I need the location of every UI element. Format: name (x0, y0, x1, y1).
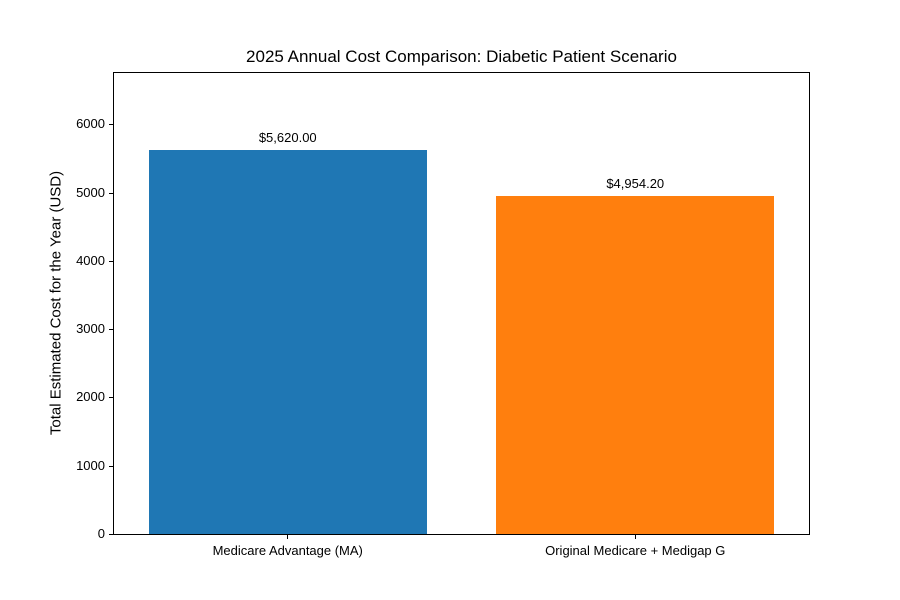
x-tick-mark (634, 535, 636, 539)
y-tick-mark (109, 397, 113, 398)
y-tick-mark (109, 534, 113, 535)
y-tick-mark (109, 193, 113, 194)
y-tick-label: 2000 (76, 389, 105, 404)
bar-value-label: $4,954.20 (606, 175, 665, 191)
y-tick-mark (109, 466, 113, 467)
x-tick-label: Medicare Advantage (MA) (212, 543, 363, 558)
y-tick-label: 1000 (76, 458, 105, 473)
y-tick-label: 6000 (76, 116, 105, 131)
y-tick-label: 4000 (76, 253, 105, 268)
x-tick-mark (287, 535, 289, 539)
y-tick-label: 5000 (76, 185, 105, 200)
plot-area: $5,620.00 $4,954.20 (113, 72, 810, 535)
y-tick-label: 0 (97, 526, 105, 541)
y-tick-label: 3000 (76, 321, 105, 336)
bar-value-label: $5,620.00 (258, 130, 317, 146)
y-tick-mark (109, 261, 113, 262)
x-axis-ticks: Medicare Advantage (MA) Original Medicare… (114, 535, 809, 575)
bar (148, 150, 427, 534)
y-tick-mark (109, 329, 113, 330)
y-tick-mark (109, 124, 113, 125)
bar (496, 195, 775, 534)
x-tick-label: Original Medicare + Medigap G (545, 543, 726, 558)
chart-title: 2025 Annual Cost Comparison: Diabetic Pa… (246, 47, 677, 66)
y-axis-ticks: 0 1000 2000 3000 4000 5000 6000 (0, 72, 113, 541)
